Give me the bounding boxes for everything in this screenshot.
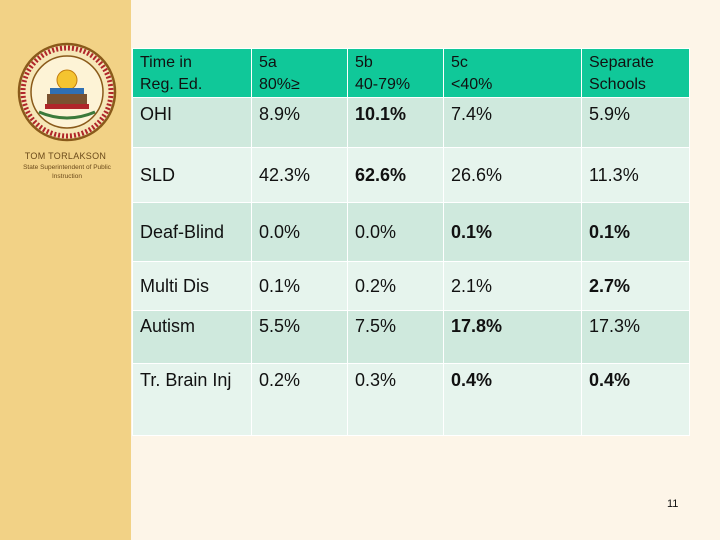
table-cell: 26.6% — [443, 147, 582, 203]
table-row: Multi Dis 0.1% 0.2% 2.1% 2.7% — [132, 261, 690, 311]
table-cell: 0.1% — [251, 261, 348, 311]
header-5c: 5c <40% — [443, 48, 582, 98]
table-cell: 5.9% — [581, 97, 690, 148]
table-cell: 17.8% — [443, 310, 582, 364]
table-cell: 0.4% — [443, 363, 582, 436]
table-header-row: Time in Reg. Ed. 5a 80%≥ 5b 40-79% 5c <40% S… — [132, 48, 690, 98]
table-row: SLD 42.3% 62.6% 26.6% 11.3% — [132, 147, 690, 203]
table-cell: 2.1% — [443, 261, 582, 311]
row-label: OHI — [132, 97, 252, 148]
table-row: Autism 5.5% 7.5% 17.8% 17.3% — [132, 310, 690, 364]
table-cell: 10.1% — [347, 97, 444, 148]
placement-table: Time in Reg. Ed. 5a 80%≥ 5b 40-79% 5c <40% S… — [132, 48, 690, 436]
table-cell: 0.2% — [347, 261, 444, 311]
table-cell: 42.3% — [251, 147, 348, 203]
table-cell: 0.3% — [347, 363, 444, 436]
header-separate-schools: Separate Schools — [581, 48, 690, 98]
table-cell: 62.6% — [347, 147, 444, 203]
row-label: Multi Dis — [132, 261, 252, 311]
table-row: Deaf-Blind 0.0% 0.0% 0.1% 0.1% — [132, 202, 690, 262]
table-cell: 0.0% — [347, 202, 444, 262]
superintendent-name: TOM TORLAKSON — [24, 151, 107, 161]
table-row: OHI 8.9% 10.1% 7.4% 5.9% — [132, 97, 690, 148]
superintendent-title: State Superintendent of Public Instructi… — [23, 164, 111, 180]
header-time-in-reg-ed: Time in Reg. Ed. — [132, 48, 252, 98]
table-row: Tr. Brain Inj 0.2% 0.3% 0.4% 0.4% — [132, 363, 690, 436]
table-cell: 7.4% — [443, 97, 582, 148]
table-cell: 7.5% — [347, 310, 444, 364]
table-cell: 0.0% — [251, 202, 348, 262]
table-cell: 0.2% — [251, 363, 348, 436]
header-5b: 5b 40-79% — [347, 48, 444, 98]
table-cell: 17.3% — [581, 310, 690, 364]
page-number: 11 — [667, 498, 679, 510]
table-cell: 0.1% — [443, 202, 582, 262]
row-label: SLD — [132, 147, 252, 203]
row-label: Autism — [132, 310, 252, 364]
table-cell: 0.1% — [581, 202, 690, 262]
department-of-education-seal-logo — [17, 42, 117, 142]
table-cell: 5.5% — [251, 310, 348, 364]
table-cell: 0.4% — [581, 363, 690, 436]
row-label: Tr. Brain Inj — [132, 363, 252, 436]
table-cell: 8.9% — [251, 97, 348, 148]
row-label: Deaf-Blind — [132, 202, 252, 262]
header-5a: 5a 80%≥ — [251, 48, 348, 98]
table-cell: 11.3% — [581, 147, 690, 203]
sidebar: TOM TORLAKSON State Superintendent of Pu… — [0, 0, 131, 540]
table-cell: 2.7% — [581, 261, 690, 311]
